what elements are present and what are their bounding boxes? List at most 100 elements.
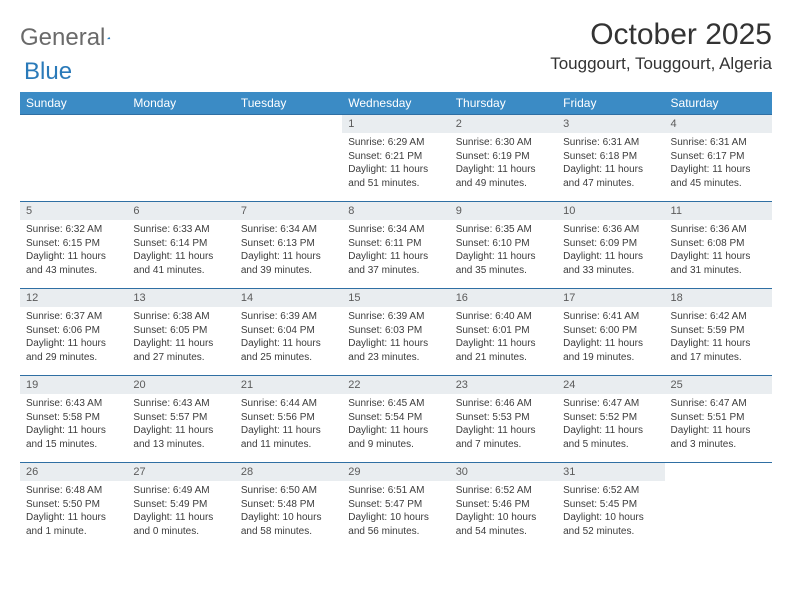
daylight-text-1: Daylight: 10 hours [348, 511, 443, 525]
calendar-cell: 30Sunrise: 6:52 AMSunset: 5:46 PMDayligh… [450, 463, 557, 550]
daylight-text-1: Daylight: 11 hours [348, 337, 443, 351]
sunset-text: Sunset: 6:03 PM [348, 324, 443, 338]
sunset-text: Sunset: 6:04 PM [241, 324, 336, 338]
calendar-cell: 16Sunrise: 6:40 AMSunset: 6:01 PMDayligh… [450, 289, 557, 376]
sunset-text: Sunset: 6:09 PM [563, 237, 658, 251]
calendar-cell: 6Sunrise: 6:33 AMSunset: 6:14 PMDaylight… [127, 202, 234, 289]
sunset-text: Sunset: 6:05 PM [133, 324, 228, 338]
calendar-cell: 26Sunrise: 6:48 AMSunset: 5:50 PMDayligh… [20, 463, 127, 550]
daylight-text-2: and 58 minutes. [241, 525, 336, 539]
daylight-text-1: Daylight: 11 hours [348, 424, 443, 438]
sunrise-text: Sunrise: 6:52 AM [563, 484, 658, 498]
daylight-text-2: and 49 minutes. [456, 177, 551, 191]
day-number: 17 [557, 289, 664, 307]
calendar-body: 1Sunrise: 6:29 AMSunset: 6:21 PMDaylight… [20, 115, 772, 550]
sunset-text: Sunset: 5:53 PM [456, 411, 551, 425]
sunrise-text: Sunrise: 6:51 AM [348, 484, 443, 498]
calendar-cell: 1Sunrise: 6:29 AMSunset: 6:21 PMDaylight… [342, 115, 449, 202]
daylight-text-2: and 52 minutes. [563, 525, 658, 539]
daylight-text-1: Daylight: 11 hours [456, 424, 551, 438]
calendar-cell: 25Sunrise: 6:47 AMSunset: 5:51 PMDayligh… [665, 376, 772, 463]
daylight-text-2: and 56 minutes. [348, 525, 443, 539]
calendar-cell: 17Sunrise: 6:41 AMSunset: 6:00 PMDayligh… [557, 289, 664, 376]
daylight-text-2: and 31 minutes. [671, 264, 766, 278]
calendar-cell: 14Sunrise: 6:39 AMSunset: 6:04 PMDayligh… [235, 289, 342, 376]
calendar-cell: 23Sunrise: 6:46 AMSunset: 5:53 PMDayligh… [450, 376, 557, 463]
day-number: 23 [450, 376, 557, 394]
day-number: 3 [557, 115, 664, 133]
sunrise-text: Sunrise: 6:34 AM [241, 223, 336, 237]
weekday-header: Monday [127, 92, 234, 115]
sunrise-text: Sunrise: 6:45 AM [348, 397, 443, 411]
day-content: Sunrise: 6:40 AMSunset: 6:01 PMDaylight:… [450, 307, 557, 368]
sunset-text: Sunset: 5:51 PM [671, 411, 766, 425]
day-content: Sunrise: 6:41 AMSunset: 6:00 PMDaylight:… [557, 307, 664, 368]
daylight-text-2: and 25 minutes. [241, 351, 336, 365]
daylight-text-2: and 13 minutes. [133, 438, 228, 452]
day-content: Sunrise: 6:52 AMSunset: 5:45 PMDaylight:… [557, 481, 664, 542]
day-number: 18 [665, 289, 772, 307]
calendar-row: 19Sunrise: 6:43 AMSunset: 5:58 PMDayligh… [20, 376, 772, 463]
daylight-text-1: Daylight: 11 hours [133, 337, 228, 351]
calendar-cell [665, 463, 772, 550]
sunrise-text: Sunrise: 6:43 AM [26, 397, 121, 411]
sunset-text: Sunset: 6:10 PM [456, 237, 551, 251]
daylight-text-2: and 35 minutes. [456, 264, 551, 278]
weekday-header: Tuesday [235, 92, 342, 115]
sunrise-text: Sunrise: 6:37 AM [26, 310, 121, 324]
daylight-text-1: Daylight: 11 hours [26, 250, 121, 264]
daylight-text-2: and 0 minutes. [133, 525, 228, 539]
daylight-text-1: Daylight: 11 hours [348, 250, 443, 264]
sunrise-text: Sunrise: 6:30 AM [456, 136, 551, 150]
day-number: 25 [665, 376, 772, 394]
day-number: 12 [20, 289, 127, 307]
day-content: Sunrise: 6:39 AMSunset: 6:03 PMDaylight:… [342, 307, 449, 368]
sunrise-text: Sunrise: 6:36 AM [671, 223, 766, 237]
day-number: 22 [342, 376, 449, 394]
daylight-text-2: and 47 minutes. [563, 177, 658, 191]
weekday-header: Sunday [20, 92, 127, 115]
day-number: 13 [127, 289, 234, 307]
daylight-text-2: and 45 minutes. [671, 177, 766, 191]
day-content: Sunrise: 6:30 AMSunset: 6:19 PMDaylight:… [450, 133, 557, 194]
daylight-text-1: Daylight: 11 hours [563, 337, 658, 351]
sunrise-text: Sunrise: 6:41 AM [563, 310, 658, 324]
calendar-cell: 10Sunrise: 6:36 AMSunset: 6:09 PMDayligh… [557, 202, 664, 289]
daylight-text-1: Daylight: 11 hours [456, 250, 551, 264]
calendar-cell: 29Sunrise: 6:51 AMSunset: 5:47 PMDayligh… [342, 463, 449, 550]
day-number: 27 [127, 463, 234, 481]
daylight-text-2: and 39 minutes. [241, 264, 336, 278]
weekday-header: Thursday [450, 92, 557, 115]
calendar-cell: 9Sunrise: 6:35 AMSunset: 6:10 PMDaylight… [450, 202, 557, 289]
calendar-table: Sunday Monday Tuesday Wednesday Thursday… [20, 92, 772, 550]
daylight-text-2: and 41 minutes. [133, 264, 228, 278]
sunrise-text: Sunrise: 6:29 AM [348, 136, 443, 150]
daylight-text-1: Daylight: 11 hours [133, 511, 228, 525]
calendar-cell: 7Sunrise: 6:34 AMSunset: 6:13 PMDaylight… [235, 202, 342, 289]
daylight-text-1: Daylight: 10 hours [456, 511, 551, 525]
day-number: 20 [127, 376, 234, 394]
day-content: Sunrise: 6:51 AMSunset: 5:47 PMDaylight:… [342, 481, 449, 542]
day-number: 21 [235, 376, 342, 394]
daylight-text-2: and 15 minutes. [26, 438, 121, 452]
daylight-text-1: Daylight: 11 hours [671, 163, 766, 177]
sunset-text: Sunset: 5:56 PM [241, 411, 336, 425]
sunrise-text: Sunrise: 6:39 AM [348, 310, 443, 324]
day-number: 9 [450, 202, 557, 220]
daylight-text-1: Daylight: 11 hours [241, 250, 336, 264]
calendar-cell: 5Sunrise: 6:32 AMSunset: 6:15 PMDaylight… [20, 202, 127, 289]
calendar-row: 12Sunrise: 6:37 AMSunset: 6:06 PMDayligh… [20, 289, 772, 376]
sunset-text: Sunset: 5:52 PM [563, 411, 658, 425]
day-content: Sunrise: 6:52 AMSunset: 5:46 PMDaylight:… [450, 481, 557, 542]
day-number: 10 [557, 202, 664, 220]
daylight-text-2: and 37 minutes. [348, 264, 443, 278]
day-content: Sunrise: 6:31 AMSunset: 6:18 PMDaylight:… [557, 133, 664, 194]
calendar-cell: 4Sunrise: 6:31 AMSunset: 6:17 PMDaylight… [665, 115, 772, 202]
sunrise-text: Sunrise: 6:38 AM [133, 310, 228, 324]
weekday-header: Saturday [665, 92, 772, 115]
daylight-text-1: Daylight: 10 hours [563, 511, 658, 525]
day-number: 26 [20, 463, 127, 481]
day-content: Sunrise: 6:47 AMSunset: 5:52 PMDaylight:… [557, 394, 664, 455]
day-number: 2 [450, 115, 557, 133]
sunrise-text: Sunrise: 6:43 AM [133, 397, 228, 411]
